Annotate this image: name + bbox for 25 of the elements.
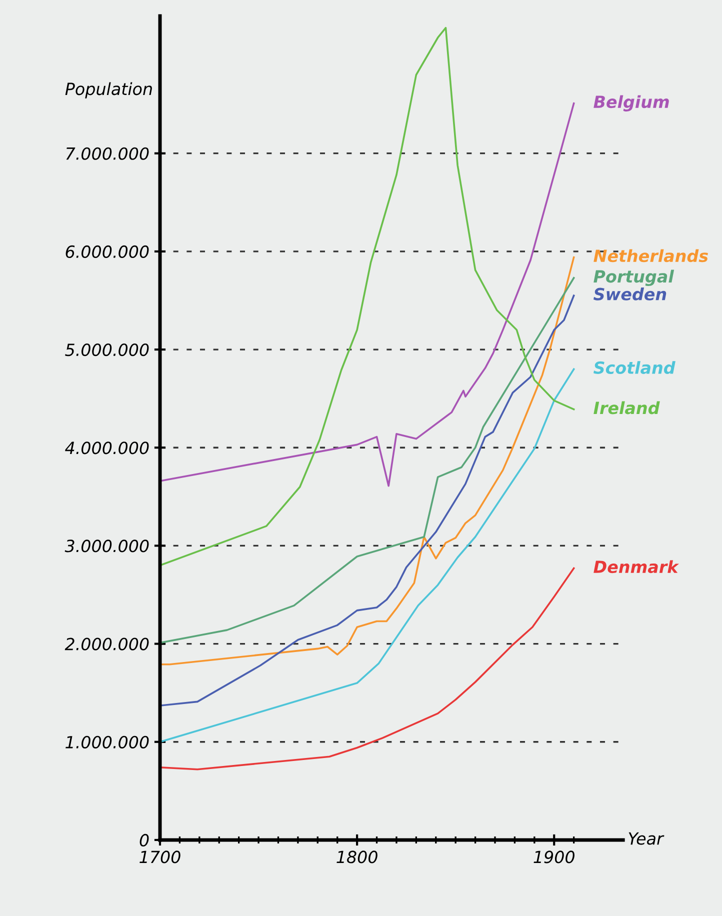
y-tick-label: 6.000.000 (66, 245, 149, 258)
y-tick-label: 7.000.000 (66, 147, 149, 160)
line-series (160, 567, 575, 770)
line-series (160, 26, 575, 566)
series-label: Ireland (594, 401, 660, 414)
y-tick-label: 1.000.000 (66, 736, 149, 748)
y-tick-label: 5.000.000 (65, 343, 149, 356)
y-tick-label: 4.000.000 (65, 442, 149, 454)
y-tick-label: 2.000.000 (64, 638, 149, 650)
series-label: Denmark (594, 560, 680, 574)
line-series (160, 368, 575, 743)
line-series (160, 294, 575, 706)
series-label: Belgium (594, 95, 669, 112)
x-tick-label: 1700 (140, 850, 180, 864)
series-label: Sweden (594, 288, 666, 300)
series-label: Netherlands (594, 249, 708, 262)
x-tick-label: 1900 (534, 850, 574, 864)
y-tick-label: 0 (140, 834, 149, 847)
series-label: Scotland (594, 361, 676, 374)
x-axis-title: Year (628, 832, 664, 845)
x-tick-label: 1800 (336, 850, 378, 864)
series-label: Portugal (594, 270, 674, 286)
y-tick-label: 3.000.000 (64, 540, 149, 552)
line-series (160, 102, 575, 487)
y-axis-title: Population (65, 82, 152, 98)
